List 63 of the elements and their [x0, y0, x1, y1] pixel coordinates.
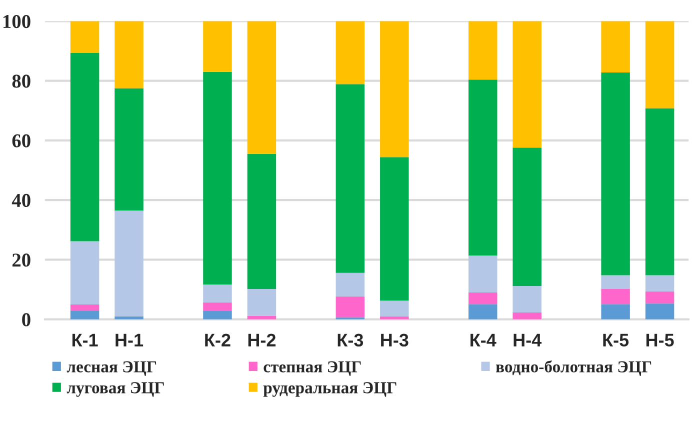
x-tick-label: Н-1: [116, 334, 144, 346]
legend-label: водно-болотная ЭЦГ: [496, 360, 652, 376]
bar: [336, 296, 365, 318]
bar: [247, 288, 276, 316]
bar: [70, 53, 100, 242]
bar: [601, 304, 630, 320]
y-tick-label: 0: [22, 313, 30, 326]
bar: [645, 303, 674, 320]
bar: [468, 292, 498, 304]
legend-label: луговая ЭЦГ: [66, 382, 164, 397]
bar: [601, 288, 630, 304]
y-tick-label: 100: [3, 14, 30, 28]
bar: [247, 21, 276, 154]
bar: [336, 272, 365, 296]
y-tick-label: 40: [12, 194, 30, 208]
y-tick-label: 80: [12, 74, 30, 88]
bar: [468, 304, 498, 320]
bar: [468, 21, 498, 80]
bar: [468, 256, 498, 293]
x-tick-label: К-1: [72, 334, 98, 346]
bar: [601, 21, 630, 72]
x-tick-label: К-3: [338, 334, 364, 347]
bar: [512, 21, 542, 148]
x-tick-label: К-5: [603, 334, 629, 347]
bar: [114, 21, 144, 88]
bar: [601, 72, 630, 276]
bar: [336, 84, 365, 273]
x-tick-label: К-4: [470, 334, 496, 346]
bar: [203, 284, 232, 302]
bar: [512, 312, 542, 320]
bar: [645, 291, 674, 304]
x-tick-label: Н-3: [381, 334, 408, 347]
x-tick-label: Н-2: [248, 334, 276, 346]
bar: [380, 157, 409, 301]
legend-label: степная ЭЦГ: [264, 361, 361, 376]
legend-label: лесная ЭЦГ: [66, 361, 156, 376]
bar: [468, 80, 498, 256]
bar: [203, 302, 232, 312]
x-tick-label: Н-5: [646, 334, 674, 347]
bar: [203, 72, 232, 284]
bar: [645, 21, 674, 108]
bar: [645, 108, 674, 276]
bar: [380, 21, 409, 158]
bar: [247, 154, 276, 289]
bar: [512, 286, 542, 313]
bar: [512, 148, 542, 286]
bar: [70, 304, 100, 310]
bar: [70, 21, 100, 54]
legend-label: рудеральная ЭЦГ: [263, 382, 396, 397]
bar: [336, 21, 365, 84]
bar: [70, 310, 100, 320]
bar: [601, 275, 630, 289]
bar: [203, 21, 232, 72]
x-tick-label: Н-4: [514, 334, 542, 346]
bar: [70, 241, 100, 304]
bar: [380, 300, 409, 316]
x-tick-label: К-2: [205, 334, 230, 346]
bar: [645, 275, 674, 292]
bar: [203, 311, 232, 320]
y-tick-label: 60: [12, 134, 30, 148]
bar: [114, 88, 144, 211]
y-tick-label: 20: [12, 254, 30, 267]
bar: [114, 210, 144, 316]
